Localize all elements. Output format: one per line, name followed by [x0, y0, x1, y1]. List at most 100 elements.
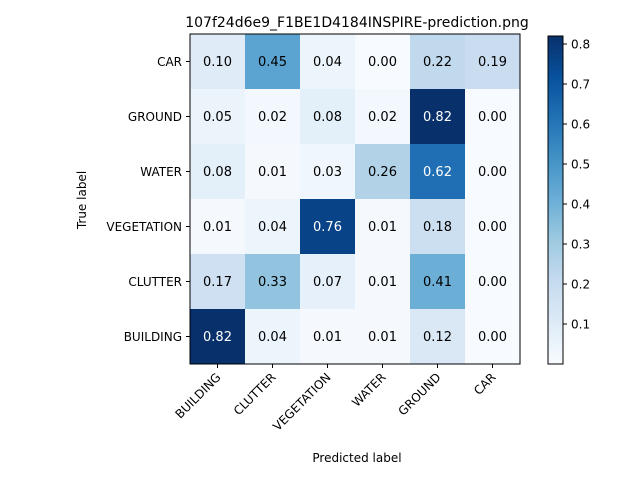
heatmap-cell — [465, 309, 521, 365]
x-tick-label: CLUTTER — [231, 370, 279, 418]
cell-value-label: 0.02 — [258, 110, 287, 125]
heatmap-cell — [245, 199, 301, 255]
cell-value-label: 0.19 — [478, 55, 507, 70]
x-tick-label: CAR — [471, 370, 499, 398]
heatmap-cell — [465, 199, 521, 255]
cell-value-label: 0.00 — [478, 220, 507, 235]
cell-value-label: 0.82 — [203, 330, 232, 345]
y-tick-label: BUILDING — [124, 330, 182, 344]
cell-value-label: 0.18 — [423, 220, 452, 235]
cell-value-label: 0.00 — [478, 110, 507, 125]
cell-value-label: 0.01 — [313, 330, 342, 345]
colorbar-tick-label: 0.1 — [571, 318, 590, 332]
heatmap-cell — [410, 144, 466, 200]
cell-value-label: 0.08 — [203, 165, 232, 180]
heatmap-cell — [355, 309, 411, 365]
colorbar-tick-label: 0.3 — [571, 238, 590, 252]
heatmap-cell — [300, 34, 356, 90]
x-axis-label: Predicted label — [312, 451, 401, 465]
cell-value-label: 0.17 — [203, 275, 232, 290]
x-tick-label: GROUND — [395, 370, 443, 418]
y-tick-label: CLUTTER — [128, 275, 182, 289]
cell-value-label: 0.02 — [368, 110, 397, 125]
cell-value-label: 0.62 — [423, 165, 452, 180]
heatmap-cell — [190, 199, 246, 255]
cell-value-label: 0.01 — [368, 330, 397, 345]
colorbar-tick-label: 0.7 — [571, 78, 590, 92]
cell-value-label: 0.10 — [203, 55, 232, 70]
cell-value-label: 0.01 — [203, 220, 232, 235]
heatmap-cells — [190, 34, 521, 365]
y-axis-ticks: CAR GROUND WATER VEGETATION CLUTTER BUILDING — [106, 55, 190, 344]
heatmap-cell — [410, 309, 466, 365]
cell-value-label: 0.41 — [423, 275, 452, 290]
heatmap-cell — [190, 254, 246, 310]
y-tick-label: VEGETATION — [106, 220, 182, 234]
heatmap-cell — [245, 144, 301, 200]
heatmap-cell — [465, 254, 521, 310]
heatmap-cell — [465, 34, 521, 90]
heatmap-cell — [190, 89, 246, 145]
heatmap-cell — [410, 34, 466, 90]
cell-value-label: 0.03 — [313, 165, 342, 180]
heatmap-cell — [465, 89, 521, 145]
x-tick-label: VEGETATION — [270, 370, 333, 433]
heatmap-cell — [465, 144, 521, 200]
y-tick-label: WATER — [140, 165, 182, 179]
cell-value-label: 0.33 — [258, 275, 287, 290]
heatmap-cell — [300, 89, 356, 145]
heatmap-cell — [355, 144, 411, 200]
heatmap-cell — [355, 89, 411, 145]
heatmap-cell — [245, 254, 301, 310]
heatmap-cell — [355, 254, 411, 310]
cell-value-label: 0.01 — [258, 165, 287, 180]
cell-value-label: 0.04 — [258, 220, 287, 235]
heatmap-cell — [300, 309, 356, 365]
heatmap-cell — [410, 89, 466, 145]
heatmap-cell — [190, 309, 246, 365]
heatmap-cell — [245, 309, 301, 365]
heatmap-cell-labels: 0.10 0.45 0.04 0.00 0.22 0.19 0.05 0.02 0.08 0.02… — [203, 55, 507, 345]
heatmap-cell — [190, 34, 246, 90]
y-tick-label: CAR — [157, 55, 182, 69]
heatmap-cell — [300, 254, 356, 310]
colorbar-tick-label: 0.5 — [571, 158, 590, 172]
cell-value-label: 0.08 — [313, 110, 342, 125]
colorbar-tick-label: 0.2 — [571, 278, 590, 292]
heatmap-cell — [355, 199, 411, 255]
cell-value-label: 0.00 — [478, 165, 507, 180]
heatmap-cell — [410, 254, 466, 310]
colorbar-tick-label: 0.6 — [571, 118, 590, 132]
heatmap-cell — [355, 34, 411, 90]
cell-value-label: 0.01 — [368, 220, 397, 235]
cell-value-label: 0.04 — [313, 55, 342, 70]
cell-value-label: 0.07 — [313, 275, 342, 290]
colorbar — [547, 35, 564, 365]
cell-value-label: 0.00 — [478, 330, 507, 345]
cell-value-label: 0.00 — [478, 275, 507, 290]
cell-value-label: 0.04 — [258, 330, 287, 345]
cell-value-label: 0.45 — [258, 55, 287, 70]
chart-title: 107f24d6e9_F1BE1D4184INSPIRE-prediction.… — [185, 15, 529, 31]
cell-value-label: 0.22 — [423, 55, 452, 70]
y-tick-label: GROUND — [128, 110, 182, 124]
cell-value-label: 0.12 — [423, 330, 452, 345]
heatmap-cell — [190, 144, 246, 200]
plot-frame — [189, 33, 521, 365]
colorbar-tick-label: 0.4 — [571, 198, 590, 212]
cell-value-label: 0.05 — [203, 110, 232, 125]
heatmap-cell — [300, 144, 356, 200]
colorbar-ticks: 0.1 0.2 0.3 0.4 0.5 0.6 0.7 0.8 — [563, 38, 590, 332]
x-tick-label: BUILDING — [172, 370, 223, 421]
cell-value-label: 0.76 — [313, 220, 342, 235]
heatmap-cell — [410, 199, 466, 255]
heatmap-cell — [245, 89, 301, 145]
cell-value-label: 0.26 — [368, 165, 397, 180]
cell-value-label: 0.01 — [368, 275, 397, 290]
colorbar-tick-label: 0.8 — [571, 38, 590, 52]
y-axis-label: True label — [75, 171, 89, 230]
heatmap-cell — [245, 34, 301, 90]
cell-value-label: 0.00 — [368, 55, 397, 70]
